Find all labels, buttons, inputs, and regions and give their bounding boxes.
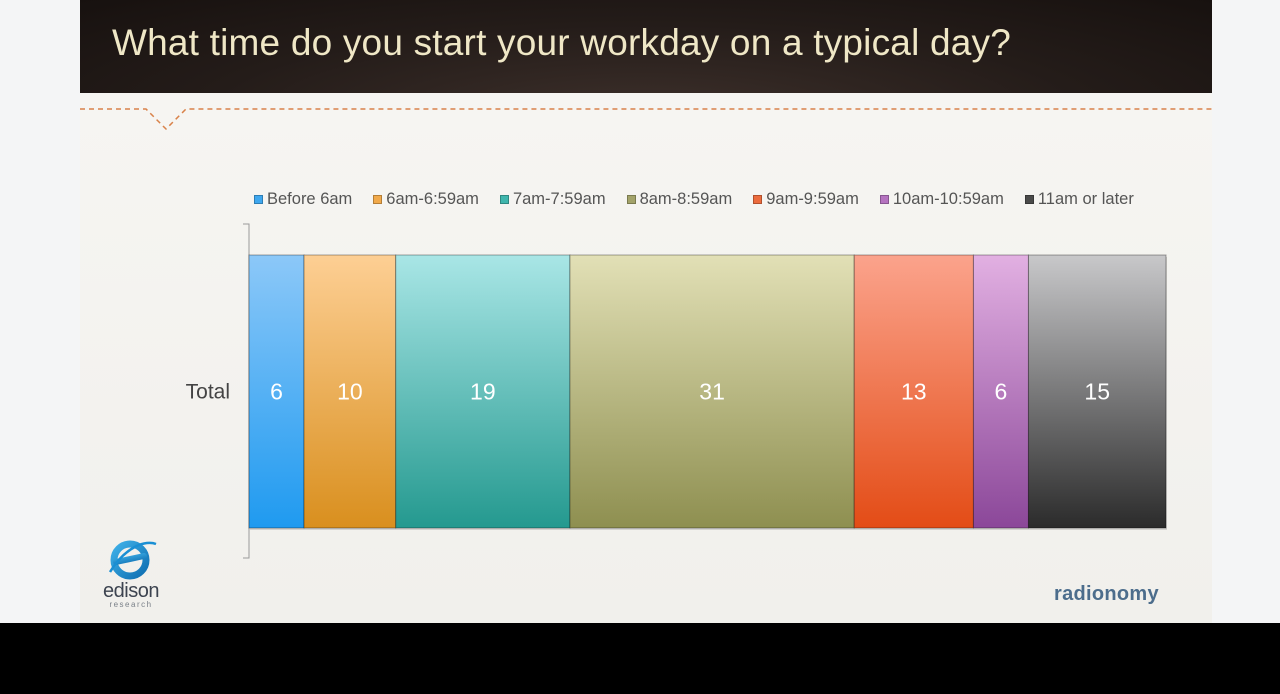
legend-label: 7am-7:59am — [512, 190, 606, 208]
data-label-6am-6-59am: 10 — [337, 379, 363, 405]
legend-swatch — [626, 195, 636, 204]
edison-globe-icon — [108, 540, 157, 580]
legend-label: 6am-6:59am — [386, 190, 479, 208]
radionomy-logo: radionomy — [1054, 583, 1159, 605]
bar-segment-8am-8-59am — [569, 254, 855, 529]
bar-segment-10am-10-59am — [972, 254, 1029, 529]
edison-wordmark: edison — [103, 580, 159, 602]
legend-item-before-6am: Before 6am — [254, 190, 352, 209]
stacked-bar-chart: Total 6 10 19 31 13 6 15 — [186, 223, 1167, 559]
y-axis-line — [243, 223, 250, 559]
legend-label: Before 6am — [267, 190, 353, 208]
legend-swatch — [879, 195, 889, 204]
data-label-11am-or-later: 15 — [1084, 379, 1110, 405]
data-label-8am-8-59am: 31 — [699, 379, 725, 405]
edison-subtext: research — [109, 600, 153, 609]
bar-segment-6am-6-59am — [303, 254, 397, 529]
legend-item-11am-or-later: 11am or later — [1024, 190, 1134, 209]
data-label-7am-7-59am: 19 — [470, 379, 496, 405]
bar-segment-7am-7-59am — [395, 254, 571, 529]
legend-label: 8am-8:59am — [639, 190, 733, 208]
slide-title: What time do you start your workday on a… — [112, 22, 1012, 63]
dashed-divider — [80, 108, 1212, 131]
legend-swatch — [373, 195, 383, 204]
bar-segment-9am-9-59am — [853, 254, 974, 529]
legend-item-7am-7-59am: 7am-7:59am — [499, 190, 606, 209]
legend-item-10am-10-59am: 10am-10:59am — [879, 190, 1004, 209]
data-label-10am-10-59am: 6 — [995, 379, 1008, 405]
left-margin — [0, 0, 80, 623]
chart-legend: Before 6am 6am-6:59am 7am-7:59am 8am-8:59am… — [254, 190, 1134, 209]
slide-header: What time do you start your workday on a… — [80, 0, 1212, 93]
legend-item-8am-8-59am: 8am-8:59am — [626, 190, 733, 209]
edison-research-logo: edison research — [96, 538, 166, 610]
legend-swatch — [1024, 195, 1034, 204]
legend-label: 9am-9:59am — [766, 190, 859, 208]
legend-swatch — [753, 195, 763, 204]
legend-label: 10am-10:59am — [892, 190, 1004, 208]
data-label-9am-9-59am: 13 — [901, 379, 927, 405]
data-label-before-6am: 6 — [270, 379, 283, 405]
slide: What time do you start your workday on a… — [80, 0, 1212, 623]
legend-swatch — [254, 195, 263, 204]
legend-swatch — [499, 195, 509, 204]
legend-label: 11am or later — [1037, 190, 1134, 208]
bar-segment-11am-or-later — [1027, 254, 1167, 529]
legend-item-9am-9-59am: 9am-9:59am — [753, 190, 859, 209]
right-margin — [1212, 0, 1280, 623]
bar-segment-before-6am — [248, 254, 305, 529]
category-label: Total — [186, 381, 230, 404]
legend-item-6am-6-59am: 6am-6:59am — [373, 190, 479, 209]
